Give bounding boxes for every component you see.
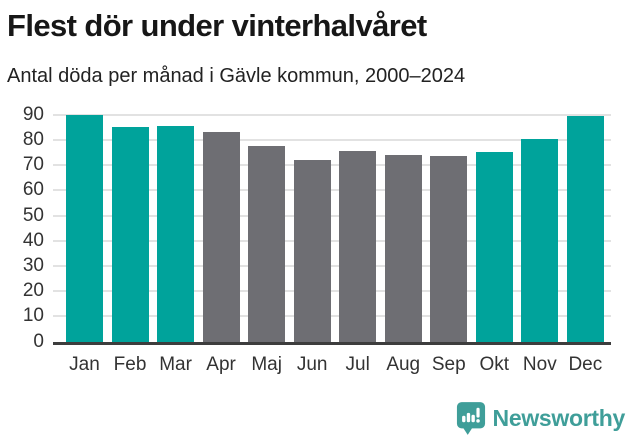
bar-nov	[521, 138, 559, 342]
y-tick-label-70: 70	[22, 154, 44, 176]
bars-container	[53, 114, 611, 342]
x-tick-label-jul: Jul	[345, 353, 370, 375]
chart-subtitle: Antal döda per månad i Gävle kommun, 200…	[7, 64, 466, 87]
brand-footer: Newsworthy	[456, 401, 625, 436]
x-tick-label-maj: Maj	[251, 353, 282, 375]
bar-sep	[430, 156, 468, 342]
y-tick-label-10: 10	[22, 305, 44, 327]
bar-dec	[566, 115, 604, 342]
x-tick-label-okt: Okt	[479, 353, 510, 375]
y-tick-label-20: 20	[22, 280, 44, 302]
gridline-80: 80	[23, 129, 611, 150]
gridline-40: 40	[23, 230, 611, 251]
gridline-90: 90	[23, 104, 611, 125]
y-tick-label-80: 80	[22, 128, 44, 150]
brand-name: Newsworthy	[492, 405, 626, 431]
bar-jul	[339, 151, 377, 342]
newsworthy-chart-bubble-icon	[456, 401, 486, 436]
gridline-60: 60	[23, 179, 611, 200]
x-tick-label-feb: Feb	[113, 353, 147, 375]
chart-title: Flest dör under vinterhalvåret	[7, 8, 427, 43]
bar-chart: 0 10 20 30 40 50 60 70 80 90 Jan Feb Mar Apr Maj Jun Ju…	[0, 104, 631, 376]
x-axis-labels: Jan Feb Mar Apr Maj Jun Jul Aug Sep Okt Nov Dec	[53, 354, 611, 376]
bar-jan	[66, 114, 103, 342]
bar-jun	[293, 160, 331, 342]
bar-feb	[111, 127, 149, 342]
gridline-70: 70	[23, 154, 611, 175]
y-tick-label-60: 60	[22, 179, 44, 201]
bar-apr	[202, 132, 240, 342]
chart-header: Flest dör under vinterhalvåret Antal död…	[0, 0, 631, 88]
y-tick-label-50: 50	[22, 204, 44, 226]
gridline-20: 20	[23, 280, 611, 301]
gridline-30: 30	[23, 255, 611, 276]
gridline-0: 0	[33, 331, 611, 352]
y-tick-label-40: 40	[22, 229, 44, 251]
y-tick-label-0: 0	[33, 330, 44, 352]
bar-okt	[475, 152, 513, 342]
plot-area: 0 10 20 30 40 50 60 70 80 90	[23, 104, 611, 352]
bar-maj	[248, 146, 286, 342]
bar-mar	[157, 126, 195, 342]
gridline-10: 10	[23, 305, 611, 326]
x-tick-label-jun: Jun	[296, 353, 328, 375]
x-tick-label-aug: Aug	[386, 353, 421, 375]
x-tick-label-dec: Dec	[568, 353, 603, 375]
x-tick-label-nov: Nov	[522, 353, 557, 375]
x-tick-label-jan: Jan	[69, 353, 100, 375]
y-tick-label-90: 90	[22, 103, 44, 125]
x-tick-label-apr: Apr	[206, 353, 236, 375]
gridline-50: 50	[23, 205, 611, 226]
bar-aug	[384, 155, 422, 342]
x-tick-label-sep: Sep	[431, 353, 466, 375]
y-tick-label-30: 30	[22, 254, 44, 276]
x-tick-label-mar: Mar	[159, 353, 192, 375]
